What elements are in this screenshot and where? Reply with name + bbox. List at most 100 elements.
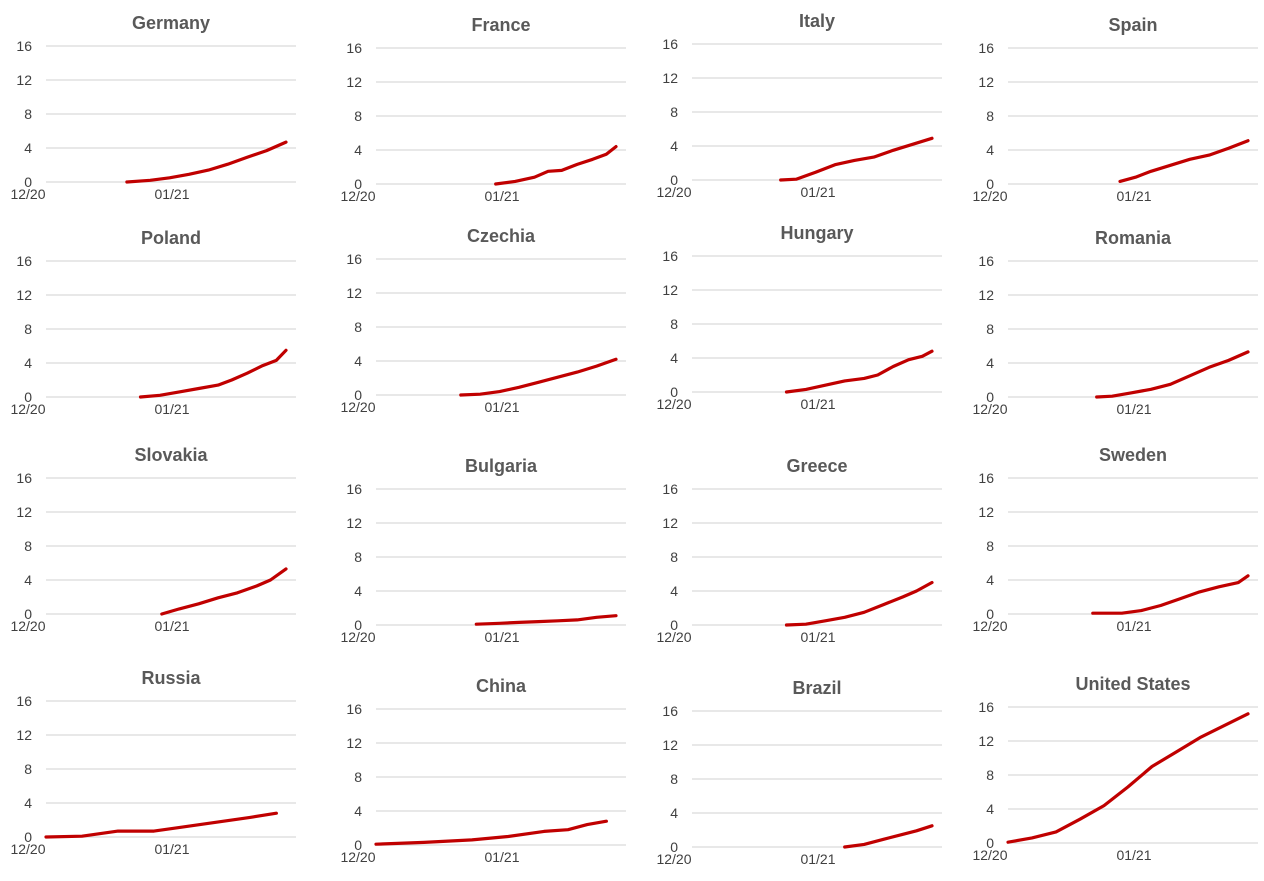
y-tick-label: 16 — [662, 703, 678, 719]
x-tick-label: 01/21 — [484, 399, 519, 415]
chart-svg-slovakia: Slovakia 0 4 8 12 16 12/20 01/21 — [10, 445, 296, 634]
y-tick-label: 0 — [670, 839, 678, 855]
y-tick-label: 12 — [346, 735, 362, 751]
chart-panel-poland: Poland 0 4 8 12 16 12/20 01/21 — [0, 215, 316, 431]
x-tick-label: 01/21 — [154, 841, 189, 857]
y-tick-label: 0 — [24, 606, 32, 622]
chart-panel-sweden: Sweden 0 4 8 12 16 12/20 01/21 — [962, 432, 1264, 648]
x-tick-label: 01/21 — [484, 188, 519, 204]
series-line-germany — [125, 140, 288, 184]
chart-title: France — [471, 15, 530, 35]
chart-title: Poland — [141, 228, 201, 248]
x-tick-label: 01/21 — [154, 186, 189, 202]
y-tick-label: 0 — [670, 384, 678, 400]
chart-title: Romania — [1095, 228, 1172, 248]
y-tick-label: 0 — [354, 176, 362, 192]
y-tick-label: 4 — [986, 572, 994, 588]
chart-svg-hungary: Hungary 0 4 8 12 16 12/20 01/21 — [656, 223, 942, 412]
series-line-slovakia — [160, 567, 288, 616]
series-line-czechia — [459, 357, 618, 397]
y-tick-label: 16 — [662, 248, 678, 264]
x-tick-label: 12/20 — [10, 186, 45, 202]
y-tick-label: 16 — [16, 253, 32, 269]
series-line-united-states — [1006, 712, 1250, 844]
x-tick-label: 01/21 — [1116, 401, 1151, 417]
x-tick-label: 01/21 — [1116, 618, 1151, 634]
y-tick-label: 0 — [986, 176, 994, 192]
x-tick-label: 12/20 — [340, 399, 375, 415]
x-tick-label: 12/20 — [972, 188, 1007, 204]
y-tick-label: 8 — [24, 761, 32, 777]
y-tick-label: 0 — [24, 829, 32, 845]
chart-title: United States — [1075, 674, 1190, 694]
y-tick-label: 4 — [670, 350, 678, 366]
x-tick-label: 12/20 — [972, 401, 1007, 417]
chart-panel-spain: Spain 0 4 8 12 16 12/20 01/21 — [962, 2, 1264, 218]
y-tick-label: 16 — [16, 693, 32, 709]
y-tick-label: 4 — [986, 801, 994, 817]
chart-title: Czechia — [467, 226, 536, 246]
x-tick-label: 01/21 — [484, 849, 519, 865]
x-tick-label: 01/21 — [154, 401, 189, 417]
chart-panel-brazil: Brazil 0 4 8 12 16 12/20 01/21 — [646, 665, 962, 881]
y-tick-label: 8 — [24, 321, 32, 337]
chart-title: Slovakia — [134, 445, 208, 465]
y-tick-label: 16 — [16, 470, 32, 486]
y-tick-label: 4 — [354, 583, 362, 599]
chart-panel-russia: Russia 0 4 8 12 16 12/20 01/21 — [0, 655, 316, 871]
x-tick-label: 01/21 — [800, 851, 835, 867]
y-tick-label: 12 — [662, 515, 678, 531]
y-tick-label: 4 — [354, 803, 362, 819]
chart-svg-poland: Poland 0 4 8 12 16 12/20 01/21 — [10, 228, 296, 417]
chart-panel-germany: Germany 0 4 8 12 16 12/20 01/21 — [0, 0, 316, 216]
series-line-romania — [1095, 350, 1250, 399]
y-tick-label: 12 — [978, 287, 994, 303]
x-tick-label: 12/20 — [656, 184, 691, 200]
series-line-hungary — [784, 349, 934, 394]
y-tick-label: 12 — [16, 504, 32, 520]
chart-title: Sweden — [1099, 445, 1167, 465]
y-tick-label: 8 — [354, 319, 362, 335]
y-tick-label: 8 — [986, 321, 994, 337]
y-tick-label: 16 — [346, 481, 362, 497]
chart-svg-sweden: Sweden 0 4 8 12 16 12/20 01/21 — [972, 445, 1258, 634]
series-line-russia — [44, 811, 278, 839]
y-tick-label: 8 — [986, 108, 994, 124]
y-tick-label: 12 — [978, 733, 994, 749]
series-line-sweden — [1091, 574, 1250, 615]
y-tick-label: 4 — [354, 142, 362, 158]
chart-title: Spain — [1108, 15, 1157, 35]
y-tick-label: 4 — [24, 140, 32, 156]
y-tick-label: 0 — [354, 617, 362, 633]
y-tick-label: 4 — [670, 805, 678, 821]
y-tick-label: 8 — [670, 316, 678, 332]
y-tick-label: 8 — [24, 538, 32, 554]
chart-panel-bulgaria: Bulgaria 0 4 8 12 16 12/20 01/21 — [330, 443, 646, 659]
x-tick-label: 12/20 — [656, 629, 691, 645]
chart-title: Hungary — [780, 223, 853, 243]
x-tick-label: 12/20 — [656, 396, 691, 412]
y-tick-label: 16 — [16, 38, 32, 54]
chart-title: Germany — [132, 13, 210, 33]
y-tick-label: 16 — [978, 470, 994, 486]
y-tick-label: 0 — [670, 617, 678, 633]
x-tick-label: 01/21 — [800, 629, 835, 645]
chart-svg-russia: Russia 0 4 8 12 16 12/20 01/21 — [10, 668, 296, 857]
x-tick-label: 12/20 — [10, 618, 45, 634]
y-tick-label: 12 — [16, 72, 32, 88]
chart-panel-france: France 0 4 8 12 16 12/20 01/21 — [330, 2, 646, 218]
y-tick-label: 8 — [24, 106, 32, 122]
y-tick-label: 4 — [24, 795, 32, 811]
x-tick-label: 01/21 — [800, 396, 835, 412]
chart-svg-brazil: Brazil 0 4 8 12 16 12/20 01/21 — [656, 678, 942, 867]
chart-svg-romania: Romania 0 4 8 12 16 12/20 01/21 — [972, 228, 1258, 417]
chart-svg-china: China 0 4 8 12 16 12/20 01/21 — [340, 676, 626, 865]
y-tick-label: 4 — [986, 355, 994, 371]
chart-svg-greece: Greece 0 4 8 12 16 12/20 01/21 — [656, 456, 942, 645]
chart-svg-czechia: Czechia 0 4 8 12 16 12/20 01/21 — [340, 226, 626, 415]
y-tick-label: 16 — [346, 40, 362, 56]
x-tick-label: 12/20 — [972, 618, 1007, 634]
x-tick-label: 12/20 — [340, 188, 375, 204]
y-tick-label: 0 — [24, 389, 32, 405]
